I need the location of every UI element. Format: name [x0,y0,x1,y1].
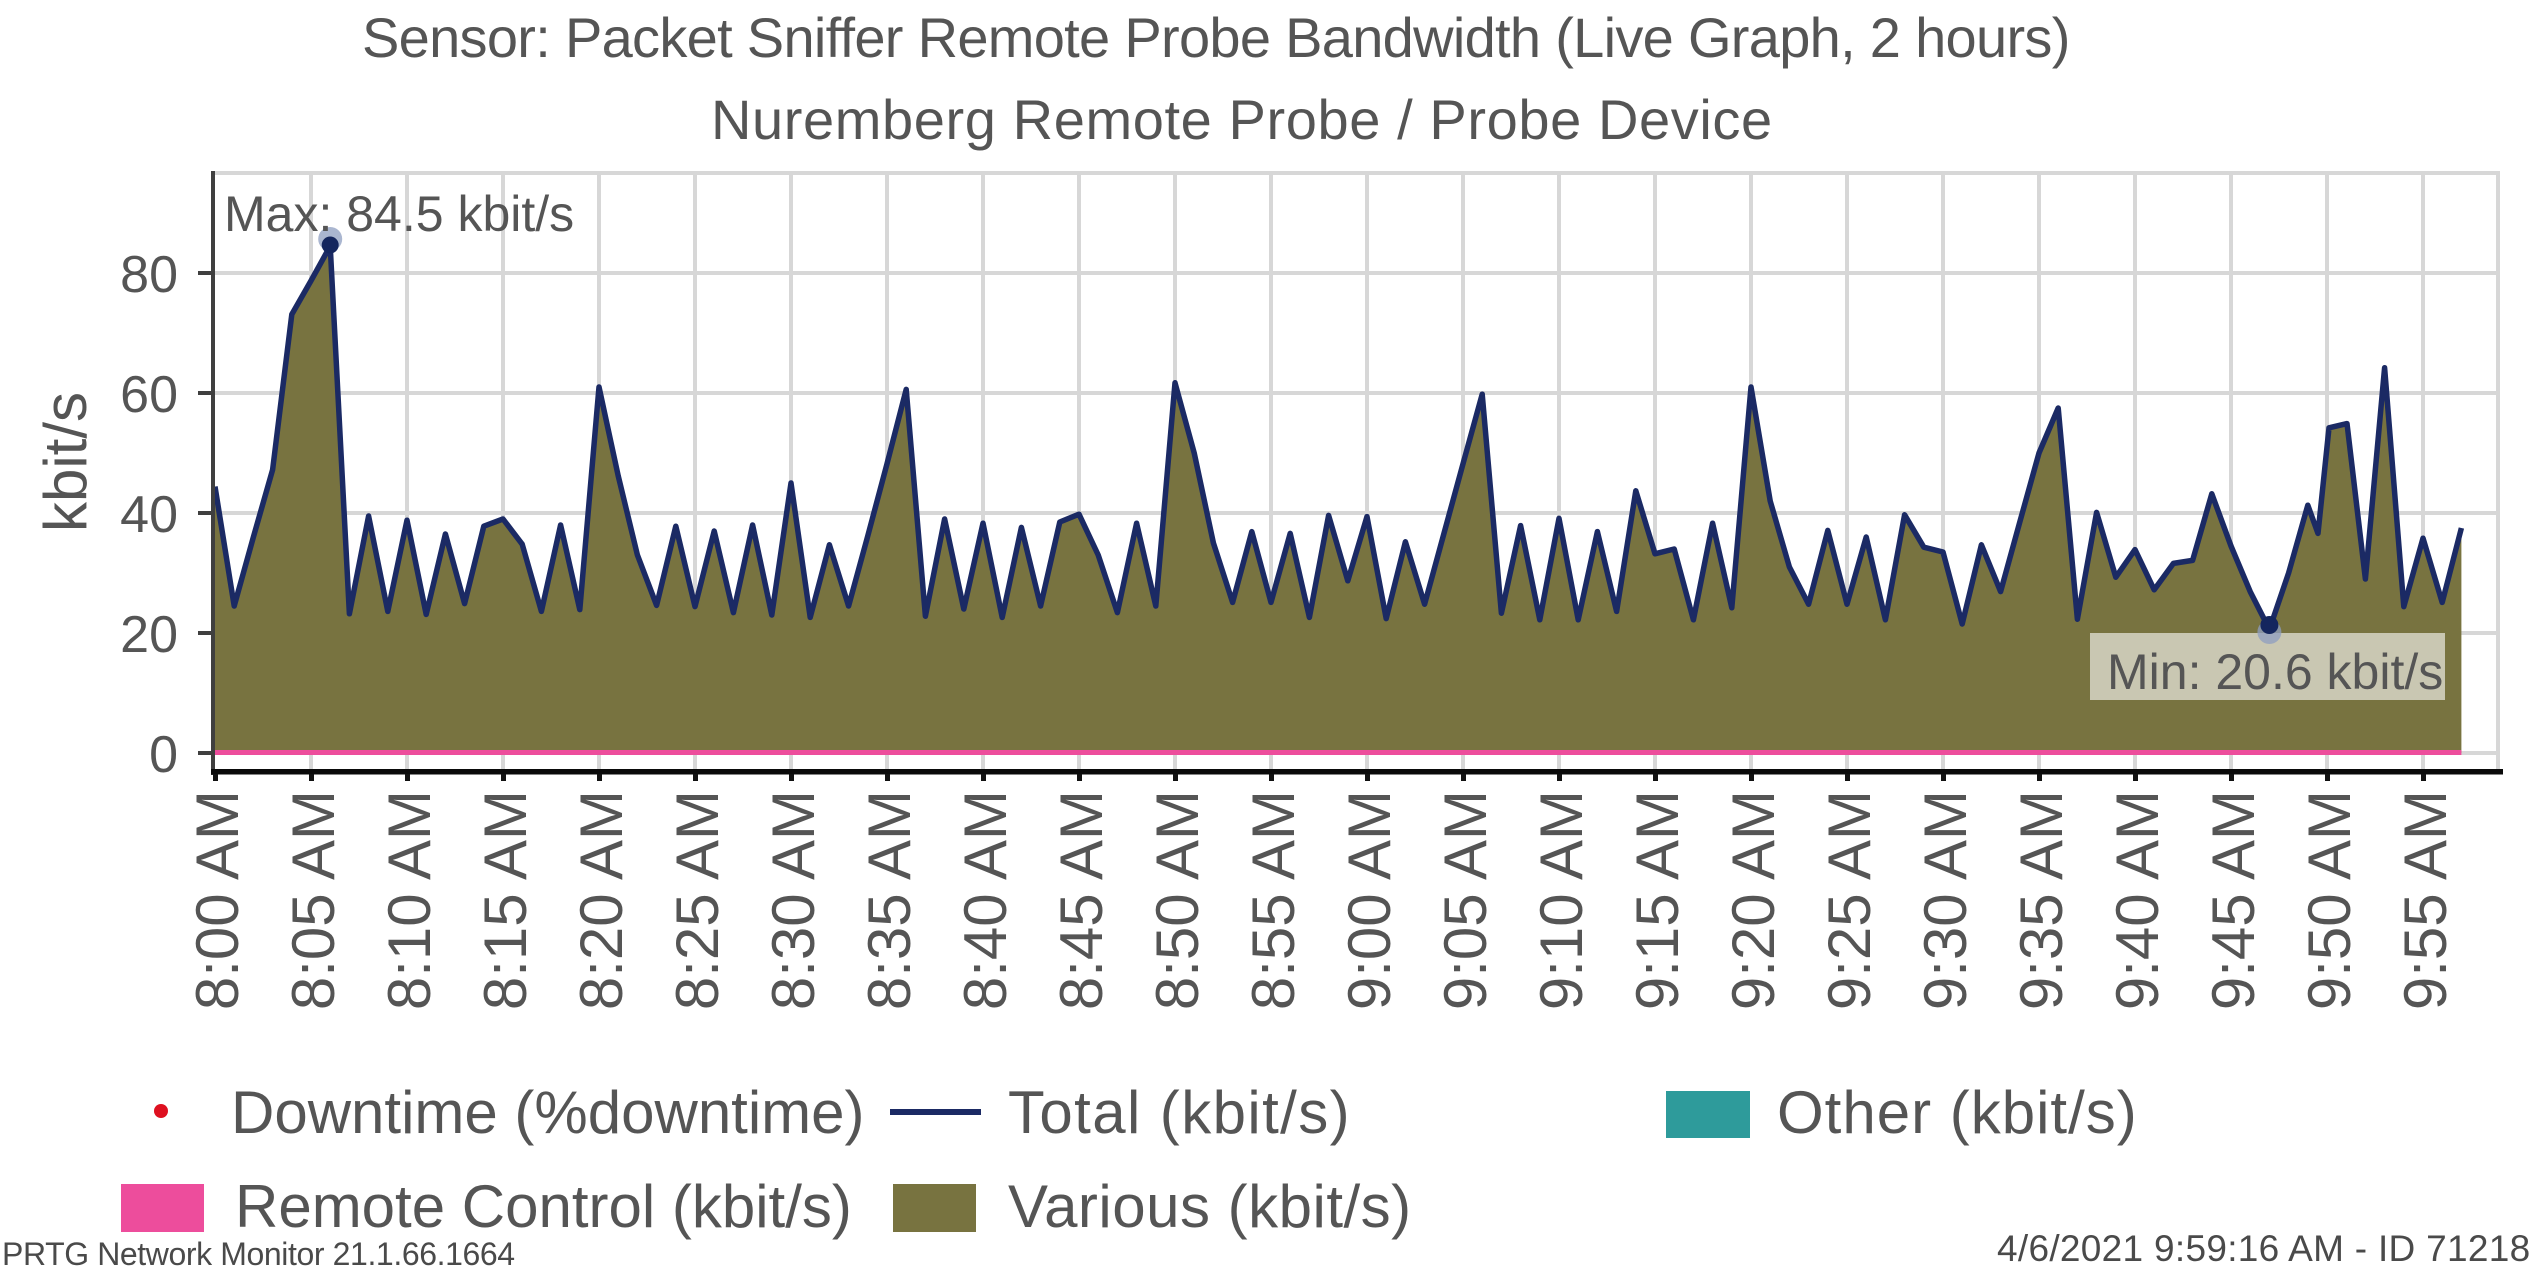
svg-text:9:50 AM: 9:50 AM [2296,790,2363,1010]
svg-text:8:15 AM: 8:15 AM [472,790,539,1010]
svg-text:8:20 AM: 8:20 AM [568,790,635,1010]
svg-text:9:30 AM: 9:30 AM [1912,790,1979,1010]
svg-text:8:35 AM: 8:35 AM [856,790,923,1010]
svg-text:8:40 AM: 8:40 AM [952,790,1019,1010]
svg-text:20: 20 [120,606,178,664]
svg-text:8:05 AM: 8:05 AM [280,790,347,1010]
svg-text:60: 60 [120,366,178,424]
svg-text:9:25 AM: 9:25 AM [1816,790,1883,1010]
svg-text:9:35 AM: 9:35 AM [2008,790,2075,1010]
svg-text:9:05 AM: 9:05 AM [1432,790,1499,1010]
svg-text:8:55 AM: 8:55 AM [1240,790,1307,1010]
svg-text:8:50 AM: 8:50 AM [1144,790,1211,1010]
svg-text:8:00 AM: 8:00 AM [184,790,251,1010]
svg-text:0: 0 [149,726,178,784]
svg-text:8:10 AM: 8:10 AM [376,790,443,1010]
svg-text:9:20 AM: 9:20 AM [1720,790,1787,1010]
svg-text:9:10 AM: 9:10 AM [1528,790,1595,1010]
svg-text:8:25 AM: 8:25 AM [664,790,731,1010]
svg-text:kbit/s: kbit/s [32,392,99,532]
svg-text:8:30 AM: 8:30 AM [760,790,827,1010]
svg-text:9:15 AM: 9:15 AM [1624,790,1691,1010]
svg-text:40: 40 [120,486,178,544]
svg-text:8:45 AM: 8:45 AM [1048,790,1115,1010]
svg-text:9:00 AM: 9:00 AM [1336,790,1403,1010]
svg-text:Max: 84.5 kbit/s: Max: 84.5 kbit/s [224,186,574,242]
svg-text:9:55 AM: 9:55 AM [2392,790,2459,1010]
svg-text:9:40 AM: 9:40 AM [2104,790,2171,1010]
svg-text:80: 80 [120,246,178,304]
svg-text:Min: 20.6 kbit/s: Min: 20.6 kbit/s [2107,644,2443,700]
svg-text:9:45 AM: 9:45 AM [2200,790,2267,1010]
